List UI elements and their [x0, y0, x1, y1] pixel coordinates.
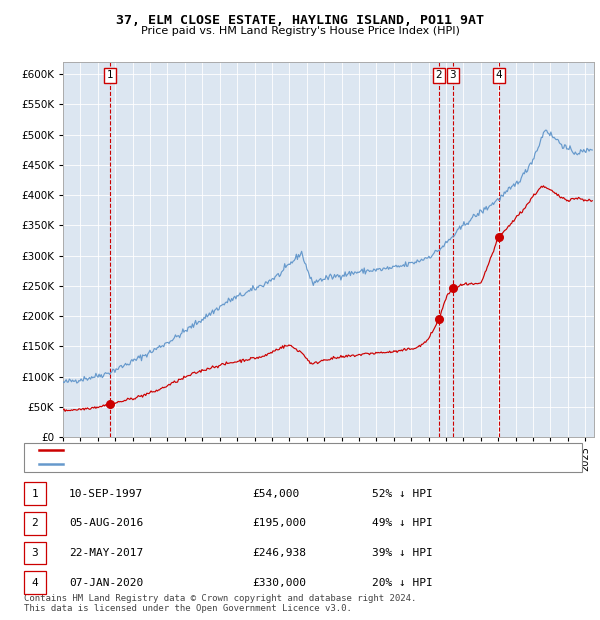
- Text: 39% ↓ HPI: 39% ↓ HPI: [372, 548, 433, 558]
- Text: £195,000: £195,000: [252, 518, 306, 528]
- Text: 37, ELM CLOSE ESTATE, HAYLING ISLAND, PO11 9AT (detached house): 37, ELM CLOSE ESTATE, HAYLING ISLAND, PO…: [69, 445, 431, 454]
- Text: HPI: Average price, detached house, Havant: HPI: Average price, detached house, Hava…: [69, 459, 311, 469]
- Text: This data is licensed under the Open Government Licence v3.0.: This data is licensed under the Open Gov…: [24, 603, 352, 613]
- Text: 2: 2: [436, 70, 442, 80]
- Text: 37, ELM CLOSE ESTATE, HAYLING ISLAND, PO11 9AT: 37, ELM CLOSE ESTATE, HAYLING ISLAND, PO…: [116, 14, 484, 27]
- Text: 10-SEP-1997: 10-SEP-1997: [69, 489, 143, 498]
- Text: 07-JAN-2020: 07-JAN-2020: [69, 578, 143, 588]
- Text: 1: 1: [31, 489, 38, 498]
- Text: £330,000: £330,000: [252, 578, 306, 588]
- Text: 22-MAY-2017: 22-MAY-2017: [69, 548, 143, 558]
- Text: 3: 3: [31, 548, 38, 558]
- Text: Price paid vs. HM Land Registry's House Price Index (HPI): Price paid vs. HM Land Registry's House …: [140, 26, 460, 36]
- Text: 1: 1: [107, 70, 113, 80]
- Text: 4: 4: [31, 578, 38, 588]
- Text: 20% ↓ HPI: 20% ↓ HPI: [372, 578, 433, 588]
- Text: 2: 2: [31, 518, 38, 528]
- Text: 4: 4: [495, 70, 502, 80]
- Text: Contains HM Land Registry data © Crown copyright and database right 2024.: Contains HM Land Registry data © Crown c…: [24, 593, 416, 603]
- Text: 05-AUG-2016: 05-AUG-2016: [69, 518, 143, 528]
- Text: 52% ↓ HPI: 52% ↓ HPI: [372, 489, 433, 498]
- Text: £54,000: £54,000: [252, 489, 299, 498]
- Text: 49% ↓ HPI: 49% ↓ HPI: [372, 518, 433, 528]
- Text: £246,938: £246,938: [252, 548, 306, 558]
- Text: 3: 3: [449, 70, 456, 80]
